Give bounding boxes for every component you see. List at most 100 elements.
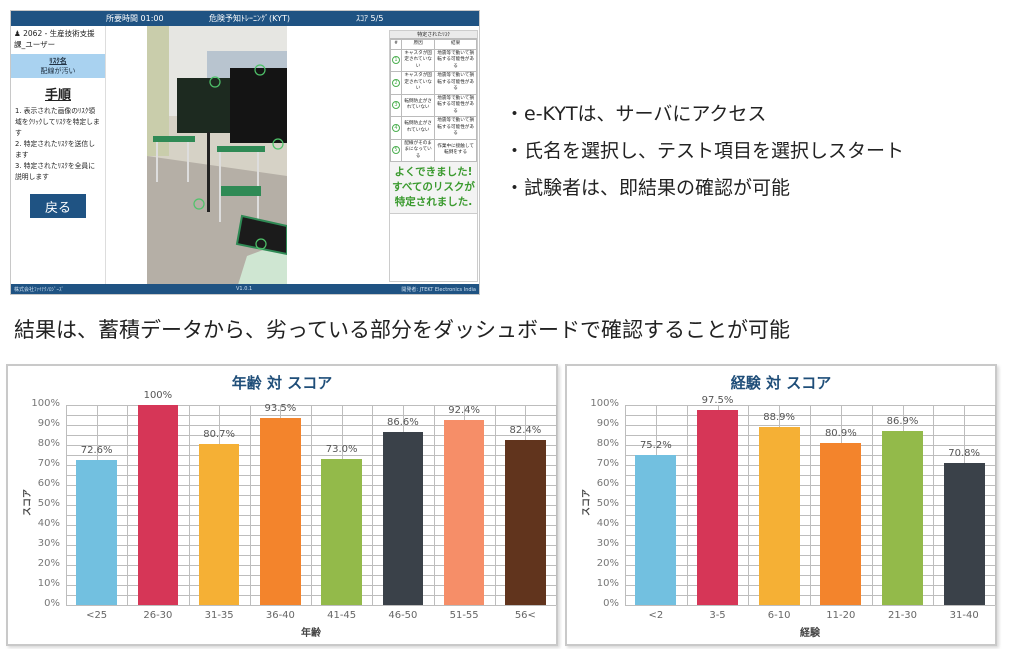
bar[interactable] — [321, 459, 362, 605]
x-tick-label: <25 — [86, 610, 108, 621]
feature-bullets: e-KYTは、サーバにアクセス 氏名を選択し、テスト項目を選択しスタート 試験者… — [505, 96, 904, 207]
gridline — [433, 405, 435, 605]
data-label: 72.6% — [80, 444, 113, 456]
app-header: 所要時間 01:00 危険予知ﾄﾚｰﾆﾝｸﾞ(KYT) ｽｺｱ 5/5 — [11, 11, 479, 26]
time-remaining: 所要時間 01:00 — [106, 14, 164, 23]
company-name: 株式会社ﾌｧｲﾃｸﾉﾛｼﾞｰｽﾞ — [14, 287, 65, 293]
y-tick-label: 0% — [44, 598, 60, 609]
y-tick-label: 10% — [37, 578, 60, 589]
data-label: 82.4% — [509, 425, 542, 437]
y-tick-label: 30% — [596, 538, 619, 549]
identified-risks-panel: 特定されたﾘｽｸ # 原因 結果 1 キャスタが固定されていない 地震等で動いて… — [389, 30, 478, 282]
gridline — [995, 405, 996, 605]
table-row[interactable]: 1 キャスタが固定されていない 地震等で動いて損転する可能性がある — [390, 48, 477, 72]
bar[interactable] — [198, 443, 240, 605]
bullet-item: 氏名を選択し、テスト項目を選択しスタート — [505, 133, 904, 170]
data-label: 70.8% — [948, 448, 981, 460]
bar[interactable] — [943, 463, 985, 605]
y-tick-label: 20% — [596, 558, 619, 569]
y-tick-label: 70% — [596, 458, 619, 469]
data-label: 80.9% — [824, 428, 857, 440]
gridline — [933, 405, 935, 605]
y-tick-label: 0% — [603, 598, 619, 609]
y-tick-label: 100% — [590, 398, 619, 409]
data-label: 100% — [143, 390, 173, 401]
steps-title: 手順 — [44, 88, 71, 103]
data-label: 80.7% — [203, 428, 236, 440]
app-title: 危険予知ﾄﾚｰﾆﾝｸﾞ(KYT) — [209, 14, 290, 23]
risk-cause: キャスタが固定されていない — [400, 71, 436, 95]
x-tick-label: 11-20 — [826, 610, 856, 621]
risk-result: 地震等で動いて損転する可能性がある — [434, 71, 477, 95]
data-label: 88.9% — [763, 412, 796, 424]
gridline — [66, 405, 67, 605]
x-axis-label: 年齢 — [301, 628, 321, 639]
data-label: 86.6% — [386, 416, 419, 428]
step-item: 3. 特定されたﾘｽｸを全員に説明します — [15, 162, 96, 181]
version: V1.0.1 — [236, 286, 253, 292]
x-tick-label: 26-30 — [143, 610, 173, 621]
bar[interactable] — [137, 405, 179, 605]
bar[interactable] — [882, 431, 923, 605]
table-row[interactable]: 4 転倒防止がされていない 地震等で動いて損転する可能性がある — [390, 116, 477, 140]
x-tick-label: 3-5 — [709, 610, 726, 621]
bar[interactable] — [260, 418, 301, 605]
risk-cause: 配線がそのままになっている — [400, 138, 436, 162]
column-header: # — [390, 39, 402, 50]
bar[interactable] — [758, 427, 800, 605]
data-label: 86.9% — [886, 416, 919, 428]
bullet-item: e-KYTは、サーバにアクセス — [505, 96, 904, 133]
x-tick-label: 56< — [514, 610, 536, 621]
risk-name-label: ﾘｽｸ名 — [49, 57, 67, 65]
step-item: 1. 表示された画像のﾘｽｸ領域をｸﾘｯｸしてﾘｽｸを特定します — [15, 107, 100, 137]
bar[interactable] — [443, 420, 485, 605]
bar[interactable] — [820, 443, 862, 605]
table-row[interactable]: 3 転倒防止がされていない 地震等で動いて損転する可能性がある — [390, 93, 477, 117]
x-tick-label: 41-45 — [327, 610, 357, 621]
risk-cause: 転倒防止がされていない — [400, 93, 436, 117]
gridline — [686, 405, 688, 605]
y-tick-label: 60% — [37, 478, 60, 489]
x-tick-label: <2 — [648, 610, 664, 621]
plot-area — [66, 405, 557, 606]
risk-table: # 原因 結果 1 キャスタが固定されていない 地震等で動いて損転する可能性があ… — [390, 39, 477, 162]
bar[interactable] — [382, 431, 424, 605]
step-item: 2. 特定されたﾘｽｸを送信します — [15, 140, 96, 159]
back-button[interactable]: 戻る — [30, 194, 86, 218]
table-row[interactable]: 2 キャスタが固定されていない 地震等で動いて損転する可能性がある — [390, 71, 477, 95]
risk-cause: 転倒防止がされていない — [400, 116, 436, 140]
risk-marker-icon: 5 — [392, 146, 400, 154]
x-tick-label: 31-40 — [949, 610, 979, 621]
app-footer: 株式会社ﾌｧｲﾃｸﾉﾛｼﾞｰｽﾞ V1.0.1 開発者: JTEKT Elect… — [11, 284, 479, 294]
y-tick-label: 90% — [596, 418, 619, 429]
risk-marker-icon: 4 — [392, 123, 400, 132]
plot-area — [625, 405, 996, 606]
risk-scene-image[interactable] — [147, 26, 287, 284]
data-label: 97.5% — [701, 395, 734, 406]
gridline — [127, 405, 129, 605]
gridline — [625, 405, 626, 605]
column-header: 結果 — [434, 39, 477, 50]
kyt-app-screenshot: 所要時間 01:00 危険予知ﾄﾚｰﾆﾝｸﾞ(KYT) ｽｺｱ 5/5 ♟ 20… — [10, 10, 480, 295]
bar[interactable] — [697, 410, 738, 605]
risk-name-box: ﾘｽｸ名 配線が汚い — [11, 54, 105, 78]
gridline — [249, 405, 251, 605]
table-row[interactable]: 5 配線がそのままになっている 作業中に接触して転倒をする — [390, 138, 477, 162]
panel-title: 特定されたﾘｽｸ — [390, 31, 477, 39]
x-tick-label: 51-55 — [449, 610, 479, 621]
y-tick-label: 50% — [596, 498, 619, 509]
risk-marker-icon: 3 — [392, 101, 400, 109]
gridline — [188, 405, 190, 605]
y-tick-label: 60% — [596, 478, 619, 489]
bar[interactable] — [505, 440, 546, 605]
bar[interactable] — [635, 454, 677, 605]
chart-title: 経験 対 スコア — [730, 374, 832, 392]
y-tick-label: 100% — [31, 398, 60, 409]
congrats-message: よくできました! すべてのリスクが特定されました. — [390, 162, 477, 214]
risk-result: 地震等で動いて損転する可能性がある — [434, 116, 477, 140]
bar[interactable] — [76, 459, 117, 605]
y-tick-label: 10% — [596, 578, 619, 589]
y-tick-label: 80% — [596, 438, 619, 449]
gridline — [810, 405, 811, 605]
experience-vs-score-chart: 経験 対 スコア 経験 スコア 0% 10% 20% 30% 40% 50% 60% 70% 8… — [565, 364, 997, 646]
